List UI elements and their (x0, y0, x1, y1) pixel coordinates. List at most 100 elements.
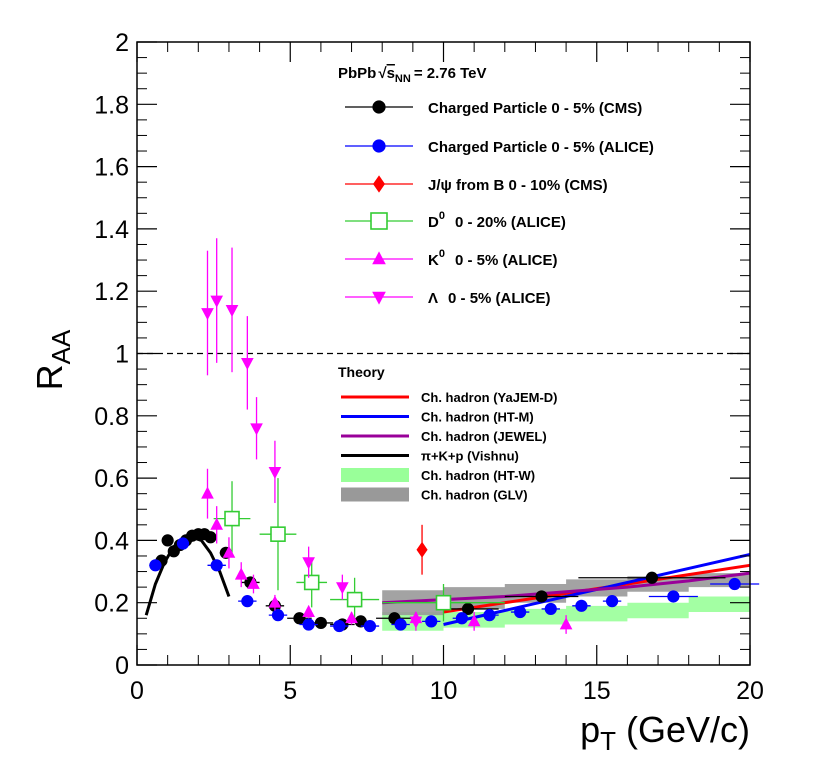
data-point (535, 590, 548, 603)
y-tick-label: 1 (115, 341, 129, 369)
legend-marker (372, 100, 386, 114)
theory-legend-swatch (341, 487, 409, 502)
legend-text: 0 - 5% (ALICE) (455, 252, 558, 269)
data-point (241, 357, 254, 370)
data-point (645, 571, 659, 584)
theory-legend-entry-ch-hadron-ht-w: Ch. hadron (HT-W) (341, 468, 535, 483)
data-point (250, 423, 263, 436)
theory-legend-entry-ch-hadron-glv: Ch. hadron (GLV) (341, 487, 528, 503)
data-point (149, 559, 162, 572)
legend-marker (372, 175, 386, 193)
legend-label: Λ 0 - 5% (ALICE) (428, 290, 551, 307)
data-point (302, 557, 315, 570)
legend-marker (372, 139, 386, 153)
data-point (225, 304, 239, 318)
legend-label: Charged Particle 0 - 5% (ALICE) (428, 139, 654, 156)
y-tick-label: 0.2 (94, 590, 129, 618)
data-point (210, 517, 224, 530)
data-point (210, 559, 223, 572)
x-tick-label: 20 (736, 677, 764, 705)
theory-legend-entry-ch-hadron-jewel: Ch. hadron (JEWEL) (341, 429, 547, 444)
data-point (271, 609, 285, 622)
data-point (363, 619, 377, 633)
legend-label: D0 0 - 20% (ALICE) (428, 210, 566, 231)
legend-text: 0 - 5% (ALICE) (448, 290, 551, 307)
data-point (467, 614, 481, 627)
data-point (559, 617, 573, 630)
data-point (176, 537, 190, 550)
legend-text: 0 - 20% (ALICE) (455, 214, 566, 231)
y-axis-title: RAA (29, 329, 76, 390)
legend-entry-j-from-b-0-10-cms: J/ψ from B 0 - 10% (CMS) (345, 175, 608, 194)
x-tick-label: 10 (430, 677, 458, 705)
series-0-5-alice (201, 238, 423, 631)
data-point (241, 595, 254, 608)
y-tick-label: 0 (115, 652, 129, 680)
data-point (728, 577, 741, 591)
data-point (605, 595, 619, 608)
data-point (345, 611, 358, 624)
data-point (314, 616, 327, 630)
series-charged-particle-0-5-cms (155, 528, 726, 631)
data-point (575, 599, 588, 612)
legend-marker (370, 212, 388, 230)
data-point (425, 615, 438, 628)
data-point (544, 602, 557, 616)
data-point (303, 574, 320, 591)
x-axis-title: pT (GeV/c) (580, 709, 750, 756)
legend-symbol: Λ (428, 290, 438, 307)
data-point (483, 609, 496, 622)
legend-entry-charged-particle-0-5-alice: Charged Particle 0 - 5% (ALICE) (345, 139, 654, 156)
theory-legend-entry-k-p-vishnu: π+K+p (Vishnu) (341, 449, 519, 464)
legend-entry-k0-0-5-alice: K0 0 - 5% (ALICE) (345, 248, 557, 269)
data-point (346, 591, 363, 608)
theory-legend-entry-ch-hadron-yajem-d: Ch. hadron (YaJEM-D) (341, 390, 558, 405)
series-j-from-b-0-10-cms (416, 524, 428, 575)
x-tick-label: 15 (583, 677, 611, 705)
data-point (234, 567, 248, 580)
theory-legend-label: π+K+p (Vishnu) (421, 449, 519, 464)
data-point (210, 295, 224, 308)
data-point (333, 619, 346, 633)
data-point (302, 604, 315, 617)
x-tick-label: 0 (130, 677, 144, 705)
collision-system-label: PbPb √sNN = 2.76 TeV (338, 65, 487, 85)
y-tick-label: 1.4 (94, 216, 129, 244)
series-charged-particle-0-5-alice (149, 537, 760, 633)
theory-legend-label: Ch. hadron (HT-M) (421, 410, 534, 425)
theory-legend-label: Ch. hadron (GLV) (421, 488, 528, 503)
legend-entry-0-5-alice: Λ 0 - 5% (ALICE) (345, 290, 551, 307)
data-point (161, 534, 174, 547)
data-point (204, 531, 217, 544)
data-point (201, 308, 214, 321)
theory-legend-label: Ch. hadron (YaJEM-D) (421, 390, 558, 405)
data-point (667, 590, 680, 603)
y-tick-label: 0.6 (94, 465, 129, 493)
theory-legend-title: Theory (338, 364, 385, 380)
data-point (224, 510, 240, 527)
data-point (293, 612, 306, 625)
data-point (336, 582, 349, 595)
legend-marker (372, 291, 386, 305)
legend-superscript: 0 (439, 210, 445, 222)
legend-label: K0 0 - 5% (ALICE) (428, 248, 557, 269)
data-point (435, 594, 452, 611)
legend-entry-d0-0-20-alice: D0 0 - 20% (ALICE) (345, 210, 566, 231)
legend-label: Charged Particle 0 - 5% (CMS) (428, 100, 642, 117)
data-point (268, 595, 282, 608)
legend-marker (372, 251, 386, 265)
axis-ticks: 0 5 10 15 20 0 0.2 0.4 0.6 0.8 1 1.2 1.4 1.6 1.8 2 (94, 29, 764, 705)
theory-legend-swatch (341, 468, 409, 482)
y-tick-label: 1.8 (94, 91, 129, 119)
series-d0-0-20-alice (213, 478, 505, 622)
legend-symbol: K (428, 252, 439, 269)
y-tick-label: 1.2 (94, 278, 129, 306)
data-point (201, 486, 214, 499)
data-point (514, 605, 527, 619)
y-tick-label: 0.8 (94, 403, 129, 431)
data-point (461, 602, 475, 616)
data-markers (149, 238, 760, 634)
data-point (268, 466, 282, 479)
